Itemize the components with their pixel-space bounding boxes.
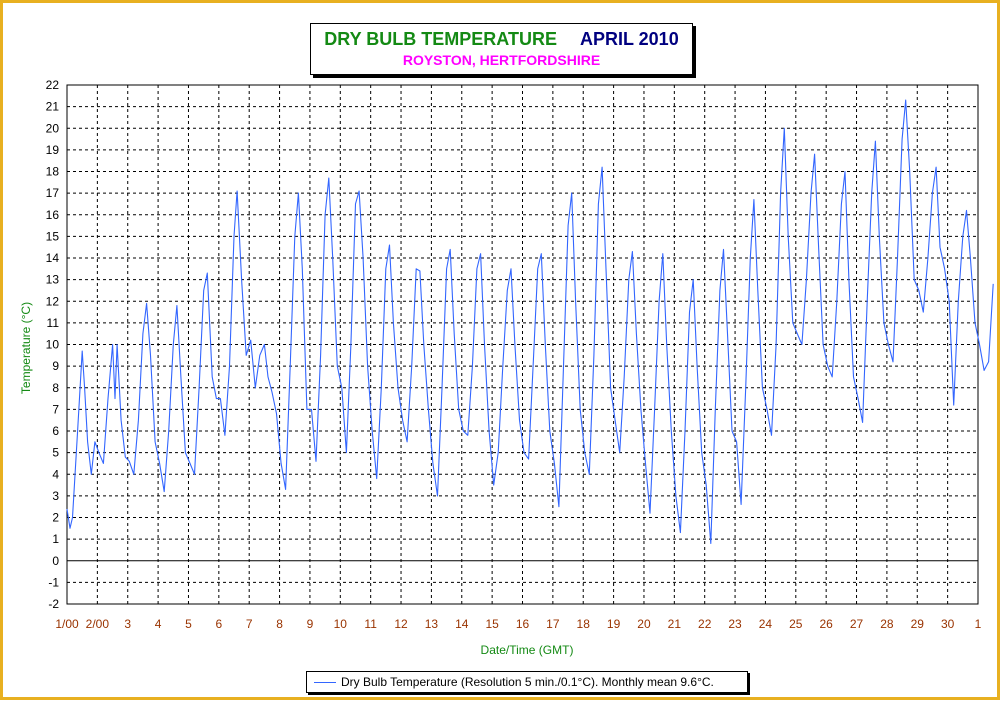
x-tick-label: 18 <box>577 617 591 631</box>
y-tick-label: 7 <box>52 402 59 416</box>
y-tick-label: 19 <box>46 143 60 157</box>
x-tick-label: 27 <box>850 617 864 631</box>
x-tick-label: 17 <box>546 617 560 631</box>
x-tick-label: 20 <box>637 617 651 631</box>
x-tick-label: 11 <box>364 617 377 631</box>
y-tick-label: 12 <box>46 294 60 308</box>
x-tick-label: 4 <box>155 617 162 631</box>
x-tick-label: 1/00 <box>55 617 79 631</box>
x-tick-label: 29 <box>911 617 925 631</box>
x-tick-label: 3 <box>124 617 131 631</box>
x-tick-label: 16 <box>516 617 530 631</box>
legend-swatch <box>314 682 336 683</box>
x-tick-label: 30 <box>941 617 955 631</box>
x-tick-label: 19 <box>607 617 621 631</box>
y-tick-label: 9 <box>52 359 59 373</box>
x-tick-label: 5 <box>185 617 192 631</box>
x-tick-label: 23 <box>728 617 742 631</box>
x-tick-label: 15 <box>485 617 499 631</box>
x-tick-label: 13 <box>425 617 439 631</box>
x-tick-label: 1 <box>975 617 982 631</box>
y-tick-label: -2 <box>48 597 59 611</box>
y-tick-label: 11 <box>47 316 60 330</box>
x-axis-title: Date/Time (GMT) <box>481 643 574 657</box>
x-tick-label: 14 <box>455 617 469 631</box>
y-tick-label: 10 <box>46 338 60 352</box>
y-tick-label: 6 <box>52 424 59 438</box>
chart-period: APRIL 2010 <box>579 29 679 49</box>
y-tick-label: 22 <box>46 78 60 92</box>
x-tick-label: 2/00 <box>86 617 110 631</box>
y-tick-label: 4 <box>52 467 59 481</box>
x-tick-label: 26 <box>819 617 833 631</box>
chart-subtitle: ROYSTON, HERTFORDSHIRE <box>402 52 601 68</box>
legend: Dry Bulb Temperature (Resolution 5 min./… <box>306 671 748 693</box>
y-tick-label: 2 <box>52 511 59 525</box>
x-tick-label: 7 <box>246 617 253 631</box>
y-tick-label: 16 <box>46 208 60 222</box>
chart-title: DRY BULB TEMPERATURE <box>324 29 557 49</box>
x-tick-label: 22 <box>698 617 712 631</box>
y-axis-title: Temperature (°C) <box>19 302 33 394</box>
x-tick-label: 28 <box>880 617 894 631</box>
x-tick-label: 25 <box>789 617 803 631</box>
title-line: DRY BULB TEMPERATURE APRIL 2010 <box>311 29 692 50</box>
legend-label: Dry Bulb Temperature (Resolution 5 min./… <box>341 675 714 689</box>
x-tick-label: 10 <box>334 617 348 631</box>
x-tick-label: 9 <box>307 617 314 631</box>
x-tick-label: 6 <box>215 617 222 631</box>
x-tick-label: 24 <box>759 617 773 631</box>
y-tick-label: 13 <box>46 273 60 287</box>
y-tick-label: 5 <box>52 446 59 460</box>
y-tick-label: 21 <box>46 100 60 114</box>
title-box: DRY BULB TEMPERATURE APRIL 2010 ROYSTON,… <box>310 23 693 75</box>
y-tick-label: 0 <box>52 554 59 568</box>
y-tick-label: 15 <box>46 229 60 243</box>
y-tick-label: 8 <box>52 381 59 395</box>
y-tick-label: 1 <box>52 532 59 546</box>
y-tick-label: -1 <box>48 575 59 589</box>
series-group <box>66 99 994 545</box>
y-tick-label: 18 <box>46 165 60 179</box>
y-tick-label: 14 <box>46 251 60 265</box>
x-tick-label: 8 <box>276 617 283 631</box>
y-tick-label: 20 <box>46 121 60 135</box>
series-line-dry-bulb <box>66 99 994 545</box>
y-tick-label: 3 <box>52 489 59 503</box>
grid-lines <box>66 84 979 605</box>
x-tick-label: 12 <box>394 617 408 631</box>
x-axis-ticks: 1/00 2/00 3 4 5 6 7 8 9 10 11 12 13 14 15 16 17 18 19 20 21 2… <box>55 617 981 631</box>
temperature-chart: -2-1012345678910111213141516171819202122… <box>19 78 994 657</box>
x-tick-label: 21 <box>668 617 682 631</box>
y-tick-label: 17 <box>46 186 60 200</box>
